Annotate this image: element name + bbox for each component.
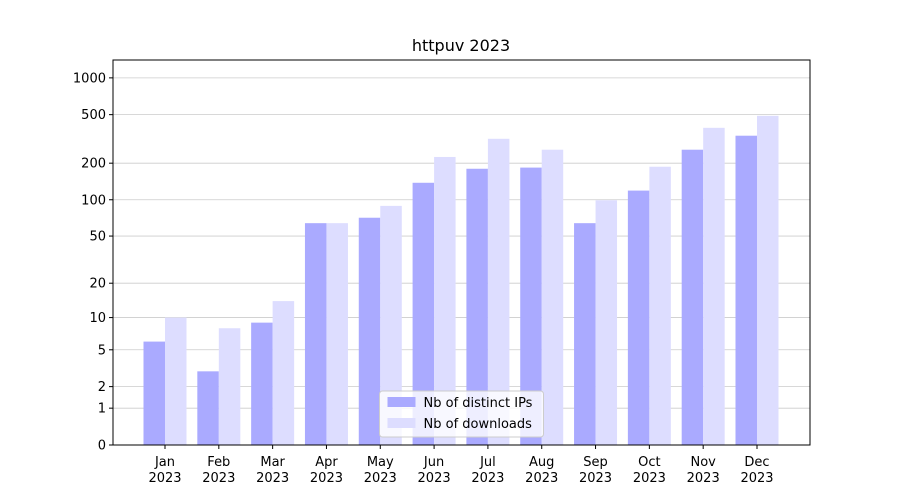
bar [520, 167, 542, 445]
bar [627, 190, 650, 445]
bar [326, 223, 348, 445]
legend-swatch [387, 418, 416, 428]
x-tick-label: Feb 2023 [202, 455, 235, 486]
legend-label: Nb of downloads [424, 417, 533, 432]
bar [574, 223, 596, 445]
y-tick-label: 200 [81, 157, 106, 172]
legend: Nb of distinct IPs Nb of downloads [379, 390, 544, 438]
x-tick-label: Jul 2023 [471, 455, 504, 486]
y-tick-label: 1 [98, 402, 106, 417]
bar [466, 168, 488, 445]
bar [251, 322, 273, 445]
y-tick-label: 100 [81, 193, 106, 208]
bar [218, 328, 241, 445]
y-tick-label: 500 [81, 108, 106, 123]
legend-label: Nb of distinct IPs [424, 396, 533, 411]
y-tick-label: 2 [98, 380, 106, 395]
bar [358, 217, 381, 445]
x-tick-label: Jun 2023 [418, 455, 451, 486]
x-tick-label: Nov 2023 [687, 455, 720, 486]
chart-title: httpuv 2023 [412, 36, 510, 55]
bar [380, 205, 402, 445]
y-tick-label: 20 [89, 277, 106, 292]
y-tick-label: 50 [89, 230, 106, 245]
y-tick-label: 5 [98, 343, 106, 358]
y-tick-label: 1000 [73, 71, 106, 86]
x-tick-label: Apr 2023 [310, 455, 343, 486]
plot-frame [112, 59, 811, 446]
bar [735, 135, 757, 445]
y-tick-label: 10 [89, 311, 106, 326]
x-tick-label: Jan 2023 [148, 455, 181, 486]
bar [487, 138, 510, 445]
y-tick-label: 0 [98, 439, 106, 454]
legend-swatch [387, 397, 416, 407]
x-tick-label: Oct 2023 [633, 455, 666, 486]
bar [272, 301, 295, 445]
bar [197, 371, 219, 445]
bar [681, 149, 704, 445]
bar [304, 223, 327, 445]
bar [649, 166, 671, 445]
bar [143, 341, 165, 445]
x-tick-label: Dec 2023 [740, 455, 773, 486]
x-tick-label: Sep 2023 [579, 455, 612, 486]
x-tick-label: Mar 2023 [256, 455, 289, 486]
x-tick-label: Aug 2023 [525, 455, 558, 486]
bar [165, 317, 187, 445]
bar [595, 200, 618, 445]
bar [757, 115, 779, 445]
bar [412, 182, 435, 445]
bar [703, 127, 725, 445]
x-tick-label: May 2023 [364, 455, 397, 486]
bar [541, 149, 564, 445]
bar [434, 156, 456, 445]
legend-box [379, 390, 544, 438]
